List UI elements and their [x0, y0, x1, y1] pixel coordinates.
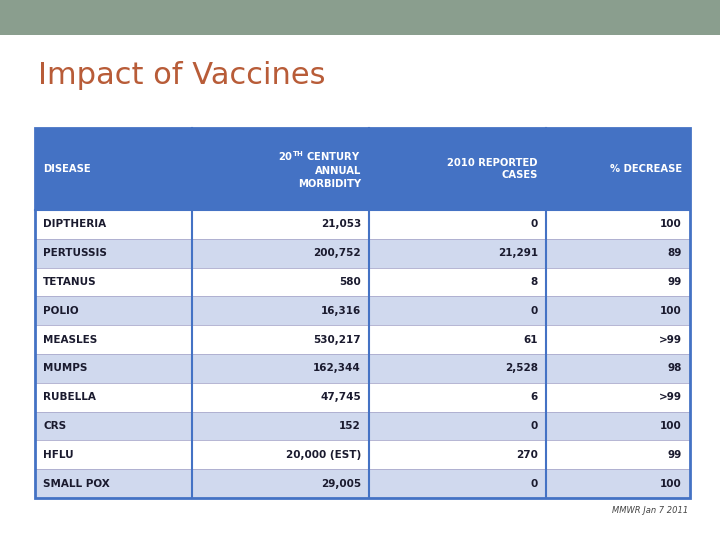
Bar [35, 411, 690, 441]
Text: SMALL POX: SMALL POX [43, 478, 109, 489]
Text: 21,053: 21,053 [321, 219, 361, 230]
Text: 99: 99 [667, 277, 682, 287]
Text: 16,316: 16,316 [321, 306, 361, 316]
Bar [35, 469, 690, 498]
Text: 100: 100 [660, 219, 682, 230]
Text: % DECREASE: % DECREASE [610, 164, 682, 174]
Text: 21,291: 21,291 [498, 248, 538, 258]
Text: 152: 152 [339, 421, 361, 431]
Text: 29,005: 29,005 [321, 478, 361, 489]
Bar [35, 128, 690, 498]
Text: TETANUS: TETANUS [43, 277, 96, 287]
Text: 47,745: 47,745 [320, 392, 361, 402]
Text: RUBELLA: RUBELLA [43, 392, 96, 402]
Text: 8: 8 [531, 277, 538, 287]
Text: DISEASE: DISEASE [43, 164, 91, 174]
Text: 99: 99 [667, 450, 682, 460]
Text: >99: >99 [659, 392, 682, 402]
Text: DIPTHERIA: DIPTHERIA [43, 219, 106, 230]
Text: 530,217: 530,217 [313, 335, 361, 345]
Text: 2,528: 2,528 [505, 363, 538, 373]
Bar [35, 325, 690, 354]
Text: PERTUSSIS: PERTUSSIS [43, 248, 107, 258]
Text: 98: 98 [667, 363, 682, 373]
Bar [35, 354, 690, 383]
Text: 61: 61 [523, 335, 538, 345]
Text: CRS: CRS [43, 421, 66, 431]
Text: 6: 6 [531, 392, 538, 402]
Bar [35, 239, 690, 268]
Bar [35, 210, 690, 239]
Text: 100: 100 [660, 421, 682, 431]
Text: 0: 0 [531, 219, 538, 230]
Text: 20,000 (EST): 20,000 (EST) [286, 450, 361, 460]
Text: >99: >99 [659, 335, 682, 345]
Text: 0: 0 [531, 421, 538, 431]
Text: 270: 270 [516, 450, 538, 460]
Text: MEASLES: MEASLES [43, 335, 97, 345]
Text: 20$^{\mathbf{TH}}$ CENTURY
ANNUAL
MORBIDITY: 20$^{\mathbf{TH}}$ CENTURY ANNUAL MORBID… [278, 149, 361, 188]
Text: 200,752: 200,752 [313, 248, 361, 258]
Text: 100: 100 [660, 478, 682, 489]
Bar [35, 296, 690, 325]
Text: MUMPS: MUMPS [43, 363, 87, 373]
Text: MMWR Jan 7 2011: MMWR Jan 7 2011 [612, 506, 688, 515]
Bar [35, 128, 690, 210]
Text: HFLU: HFLU [43, 450, 73, 460]
Bar [35, 268, 690, 296]
Text: 0: 0 [531, 478, 538, 489]
Bar [35, 441, 690, 469]
Text: 89: 89 [667, 248, 682, 258]
Text: 162,344: 162,344 [313, 363, 361, 373]
Text: 0: 0 [531, 306, 538, 316]
Bar [35, 383, 690, 411]
Text: 2010 REPORTED
CASES: 2010 REPORTED CASES [447, 158, 538, 180]
Text: Impact of Vaccines: Impact of Vaccines [38, 60, 325, 90]
Text: 580: 580 [339, 277, 361, 287]
Text: POLIO: POLIO [43, 306, 78, 316]
Text: 100: 100 [660, 306, 682, 316]
Bar [0, 0, 720, 35]
